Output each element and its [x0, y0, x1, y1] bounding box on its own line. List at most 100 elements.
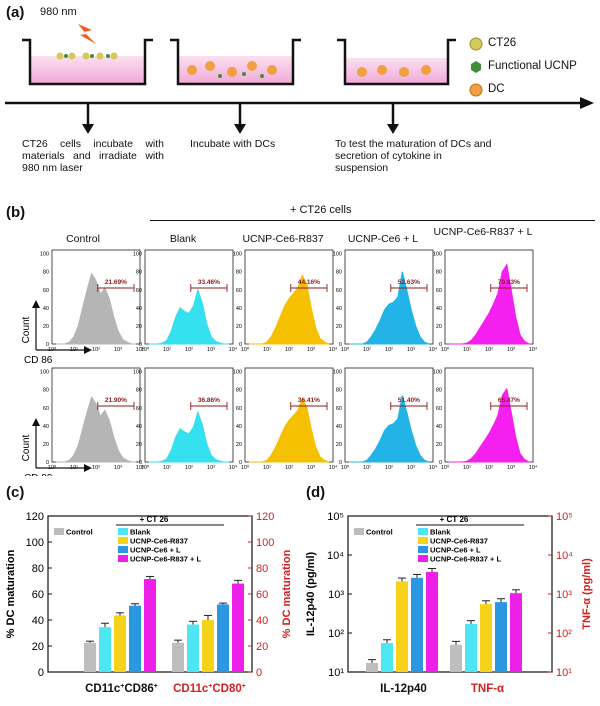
flow-x-tick: 10³ [407, 465, 415, 471]
y-axis-title: IL-12p40 (pg/ml) [305, 551, 317, 636]
laser-label: 980 nm [40, 6, 77, 18]
flow-y-tick: 40 [336, 306, 342, 312]
flow-y-tick: 20 [336, 442, 342, 448]
y-tick-label: 0 [38, 667, 44, 679]
flow-y-tick: 0 [46, 342, 49, 348]
marker-axis-arrow [84, 464, 92, 472]
bar [366, 663, 378, 672]
flow-x-tick: 10⁰ [341, 346, 350, 353]
flow-y-tick: 100 [433, 370, 442, 376]
flow-x-tick: 10¹ [163, 465, 171, 471]
flow-y-tick: 20 [436, 324, 442, 330]
legend-swatch [118, 546, 128, 553]
flow-y-tick: 100 [40, 370, 49, 376]
flow-y-tick: 0 [46, 460, 49, 466]
flow-column-label: Control [66, 233, 100, 245]
gate-percentage: 65.47% [498, 397, 520, 404]
bar [129, 605, 141, 672]
flow-x-tick: 10² [92, 465, 100, 471]
flow-x-tick: 10² [185, 347, 193, 353]
flow-y-tick: 100 [333, 252, 342, 258]
flow-y-tick: 80 [136, 388, 142, 394]
legend-label: UCNP-Ce6-R837 + L [430, 555, 501, 564]
flow-x-tick: 10⁴ [529, 464, 538, 471]
flow-y-tick: 100 [233, 252, 242, 258]
bar [99, 627, 111, 672]
flow-y-tick: 100 [333, 370, 342, 376]
y2-axis-title: % DC maturation [281, 549, 293, 638]
flow-y-tick: 80 [136, 270, 142, 276]
well-2-cells [187, 61, 277, 78]
flow-y-tick: 100 [233, 370, 242, 376]
legend-label: UCNP-Ce6-R837 [130, 537, 188, 546]
well-3 [337, 38, 456, 86]
panel-label-b: (b) [6, 204, 26, 221]
flow-x-tick: 10⁴ [329, 346, 338, 353]
gate-percentage: 36.41% [298, 397, 320, 404]
flow-y-tick: 20 [336, 324, 342, 330]
bar [217, 604, 229, 672]
flow-y-tick: 60 [43, 406, 49, 412]
flow-x-tick: 10² [485, 347, 493, 353]
legend-swatch [418, 546, 428, 553]
flow-y-tick: 40 [236, 424, 242, 430]
y-axis-title: % DC maturation [5, 549, 17, 638]
bar [510, 593, 522, 672]
flow-y-tick: 40 [43, 424, 49, 430]
flow-y-tick: 40 [136, 306, 142, 312]
legend-header: + CT 26 [440, 515, 469, 524]
flow-x-tick: 10³ [507, 465, 515, 471]
marker-label: CD 80 [24, 473, 53, 476]
bar [465, 624, 477, 672]
flow-y-tick: 20 [43, 442, 49, 448]
flow-histogram [56, 395, 136, 463]
schematic-diagram [5, 24, 594, 134]
flow-x-tick: 10³ [207, 465, 215, 471]
y2-tick-label: 100 [256, 537, 274, 549]
flow-x-tick: 10¹ [263, 347, 271, 353]
flow-x-tick: 10¹ [263, 465, 271, 471]
legend-swatch [118, 555, 128, 562]
flow-y-tick: 40 [436, 424, 442, 430]
y-tick-label: 80 [32, 563, 44, 575]
flow-y-tick: 100 [433, 252, 442, 258]
legend-swatch [118, 528, 128, 535]
laser-bolt-icon [78, 24, 96, 44]
flow-y-tick: 20 [236, 324, 242, 330]
chart-cytokines: 10¹ 10¹ 10² 10² 10³ 10³ 10⁴ 10⁴ 10⁵ 10⁵ IL-12p40 (… [305, 511, 593, 695]
bar [187, 624, 199, 672]
flow-x-tick: 10¹ [163, 347, 171, 353]
legend-dc: DC [488, 83, 505, 95]
y-tick-label: 120 [26, 511, 44, 523]
flow-y-tick: 60 [436, 288, 442, 294]
bar [480, 604, 492, 672]
count-axis-title: Count [21, 316, 32, 343]
flow-x-tick: 10² [385, 347, 393, 353]
y-tick-label: 20 [32, 641, 44, 653]
bar [381, 643, 393, 672]
flow-x-tick: 10⁴ [136, 346, 145, 353]
flow-y-tick: 20 [236, 442, 242, 448]
legend-label: UCNP-Ce6 + L [430, 546, 481, 555]
flow-x-tick: 10⁰ [241, 464, 250, 471]
flow-x-tick: 10² [185, 465, 193, 471]
legend-label: UCNP-Ce6-R837 + L [130, 555, 201, 564]
bar [396, 581, 408, 672]
category-label: TNF-α [471, 683, 504, 695]
y2-tick-label: 0 [256, 667, 262, 679]
bar [144, 579, 156, 672]
flow-x-tick: 10⁰ [441, 464, 450, 471]
legend-swatch [118, 537, 128, 544]
step-arrows [82, 103, 399, 134]
gate-percentage: 52.63% [398, 279, 420, 286]
flow-x-tick: 10¹ [463, 347, 471, 353]
flow-x-tick: 10³ [207, 347, 215, 353]
gate-percentage: 21.90% [105, 397, 127, 404]
bar [495, 602, 507, 672]
y-tick-label: 60 [32, 589, 44, 601]
flow-y-tick: 0 [439, 342, 442, 348]
flow-histogram [349, 395, 430, 463]
y2-tick-label: 60 [256, 589, 268, 601]
flow-histograms: 0 20 40 60 80 100 10⁰ 10¹ 10² 10³ 10⁴ 21.69% 0 20 40 60… [21, 249, 538, 476]
legend-swatch [354, 528, 364, 535]
